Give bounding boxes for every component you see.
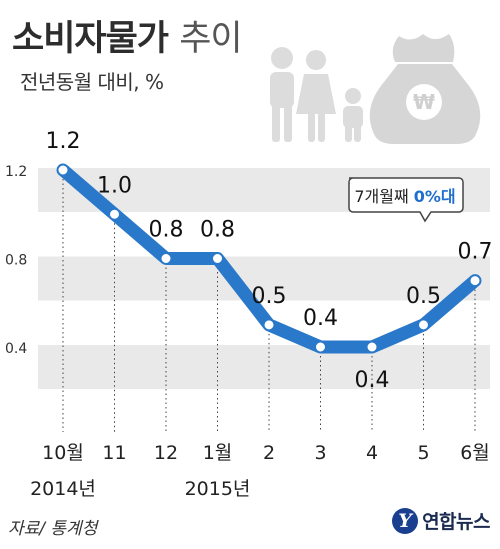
x-year-label: 2014년 — [30, 478, 96, 500]
y-axis: 1.2 0.8 0.4 — [5, 164, 27, 357]
x-year-label: 2015년 — [185, 478, 251, 500]
x-tick-label: 12 — [154, 442, 178, 464]
value-label: 0.5 — [406, 284, 441, 309]
callout-prefix: 7개월째 — [354, 187, 413, 206]
value-label: 0.7 — [458, 240, 493, 265]
illustration: ₩ — [270, 34, 481, 144]
value-label: 0.4 — [303, 306, 338, 331]
data-point — [366, 341, 378, 353]
source-note: 자료/ 통계청 — [8, 519, 98, 539]
chart-title-sub: 추이 — [179, 19, 242, 59]
logo-text: 연합뉴스 — [422, 511, 490, 533]
chart-title-main: 소비자물가 — [12, 19, 169, 59]
y-tick-label: 1.2 — [5, 164, 27, 180]
y-tick-label: 0.4 — [5, 341, 27, 357]
x-tick-label: 11 — [102, 442, 126, 464]
chart-subtitle: 전년동월 대비, % — [20, 70, 164, 94]
x-axis: 10월 2014년 11 12 1월 2015년 2 3 4 5 6월 — [30, 442, 490, 500]
data-markers — [57, 164, 481, 353]
data-point — [469, 275, 481, 287]
value-label: 0.8 — [149, 218, 184, 243]
data-point — [57, 164, 69, 176]
value-label: 0.5 — [252, 284, 287, 309]
grid-band — [38, 345, 490, 389]
value-label: 1.2 — [46, 129, 81, 154]
money-bag-icon: ₩ — [369, 34, 481, 144]
value-label: 0.8 — [200, 218, 235, 243]
data-point — [160, 253, 172, 264]
callout-highlight: 0%대 — [414, 187, 456, 206]
grid-bands — [38, 168, 490, 389]
data-point — [109, 208, 120, 220]
y-tick-label: 0.8 — [5, 253, 27, 269]
grid-band — [38, 256, 490, 301]
value-label: 0.4 — [355, 368, 390, 393]
x-tick-label: 1월 — [203, 442, 233, 464]
callout-box — [348, 177, 464, 223]
chart-title: 소비자물가 추이 — [12, 10, 243, 61]
x-tick-label: 6월 — [460, 442, 490, 464]
value-label: 1.0 — [97, 173, 132, 198]
data-point — [315, 341, 326, 353]
publisher-logo: Y 연합뉴스 — [392, 507, 490, 534]
value-labels: 1.2 1.0 0.8 0.8 0.5 0.4 0.4 0.5 0.7 — [46, 129, 493, 393]
x-tick-label: 2 — [263, 442, 275, 464]
data-point — [212, 253, 223, 264]
x-tick-label: 5 — [417, 442, 429, 464]
x-tick-label: 3 — [314, 442, 326, 464]
x-tick-label: 4 — [366, 442, 378, 464]
logo-mark: Y — [392, 507, 419, 534]
data-point — [418, 319, 429, 331]
svg-text:₩: ₩ — [413, 90, 435, 114]
family-icon — [270, 47, 363, 142]
callout: 7개월째 0%대 — [348, 177, 464, 223]
callout-text: 7개월째 0%대 — [354, 187, 455, 206]
data-point — [263, 319, 275, 331]
x-tick-label: 10월 — [42, 442, 84, 464]
guide-lines — [62, 170, 476, 432]
